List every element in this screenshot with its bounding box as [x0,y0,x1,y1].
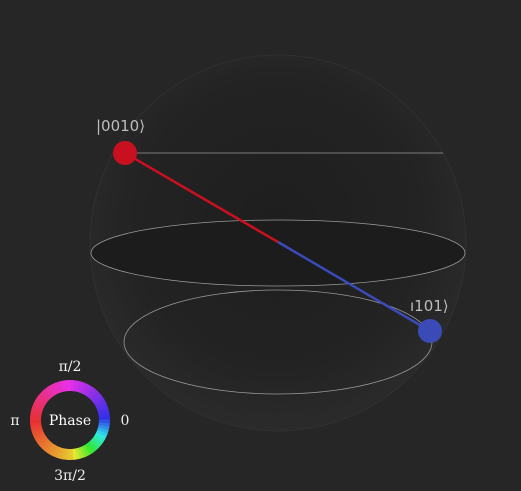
phase-wheel-center-label: Phase [49,413,91,429]
phase-wheel-segment [77,381,84,393]
phase-wheel-segment [30,425,43,431]
phase-wheel-segment [97,427,109,434]
phase-wheel-segment [96,429,108,437]
phase-wheel-segment [90,438,101,449]
phase-wheel-segment [35,397,47,406]
phase-wheel-segment [39,438,50,449]
phase-wheel-segment [46,385,56,397]
phase-wheel-segment [32,403,44,411]
phase-wheel-segment [69,380,74,392]
phase-wheel-segment [79,382,87,394]
phase-wheel-segment [32,429,44,438]
phase-wheel-segment [98,412,110,418]
phase-wheel-segment [94,399,107,408]
state-point-1101[interactable] [418,319,442,343]
phase-wheel-segment [86,386,96,398]
phase-wheel-segment [77,447,85,459]
phase-wheel-segment [72,448,78,460]
phase-wheel-segment [88,440,99,451]
phase-wheel-segment [90,391,101,402]
phase-wheel-segment [33,432,46,441]
phase-wheel-segment [62,380,68,392]
phase-wheel-segment [95,431,107,440]
state-vector-line-0010 [124,151,279,244]
phase-wheel-segment [47,443,56,455]
phase-wheel-segment [97,409,110,415]
phase-wheel-segment [30,413,42,418]
phase-wheel-segment [97,405,109,413]
phase-wheel-label-right: 0 [121,413,130,429]
phase-wheel-segment [52,382,61,394]
phase-wheel-segment [36,394,48,404]
phase-wheel-segment [50,445,59,457]
phase-wheel-segment [49,383,58,396]
phase-wheel-segment [81,383,90,395]
phase-wheel-segment [31,427,43,435]
state-label-1101: ı101⟩ [410,297,449,315]
phase-wheel-ring [30,380,110,461]
phase-wheel-label-top: π/2 [59,359,82,375]
phase-wheel-segment [30,422,42,428]
phase-wheel-segment [98,419,110,424]
phase-wheel-segment [93,434,105,443]
phase-wheel-segment [39,391,50,402]
phase-wheel-label-bottom: 3π/2 [54,468,86,484]
phase-wheel-segment [98,422,110,427]
phase-wheel-segment [43,387,54,399]
state-label-0010: |0010⟩ [96,117,145,135]
phase-wheel-segment [55,381,63,393]
phase-wheel-segment [33,400,45,409]
phase-wheel-segment [96,402,108,411]
phase-wheel-label-left: π [10,413,19,429]
phase-wheel-segment [41,389,52,400]
phase-wheel-segment [75,447,81,460]
phase-wheel-segment [30,416,42,421]
phase-wheel-segment [82,444,91,457]
phase-wheel-segment [44,442,54,454]
phase-wheel-segment [66,448,71,461]
phase-wheel-segment [92,436,104,446]
phase-wheel-segment [53,446,61,458]
phase-wheel-segment [56,447,63,459]
phase-wheel-segment [41,440,52,451]
state-point-0010[interactable] [113,141,137,165]
phase-wheel-segment [88,389,99,400]
phase-wheel-segment [31,406,43,413]
phase-wheel-segment [35,434,47,444]
phase-wheel-segment [59,380,65,393]
phase-wheel-segment [79,446,88,458]
equator-ring [90,219,466,287]
phase-wheel-segment [84,385,93,397]
phase-wheel-segment [63,448,68,460]
phase-wheel-segment [91,393,103,404]
phase-wheel-segment [37,436,49,447]
phase-wheel-segment [93,396,105,406]
state-vector-line-1101 [277,240,431,333]
phase-wheel-segment [86,441,97,453]
phase-wheel: Phase π/2 π 0 3π/2 [10,359,129,484]
phase-wheel-segment [72,380,77,392]
phase-wheel-segment [84,443,94,455]
